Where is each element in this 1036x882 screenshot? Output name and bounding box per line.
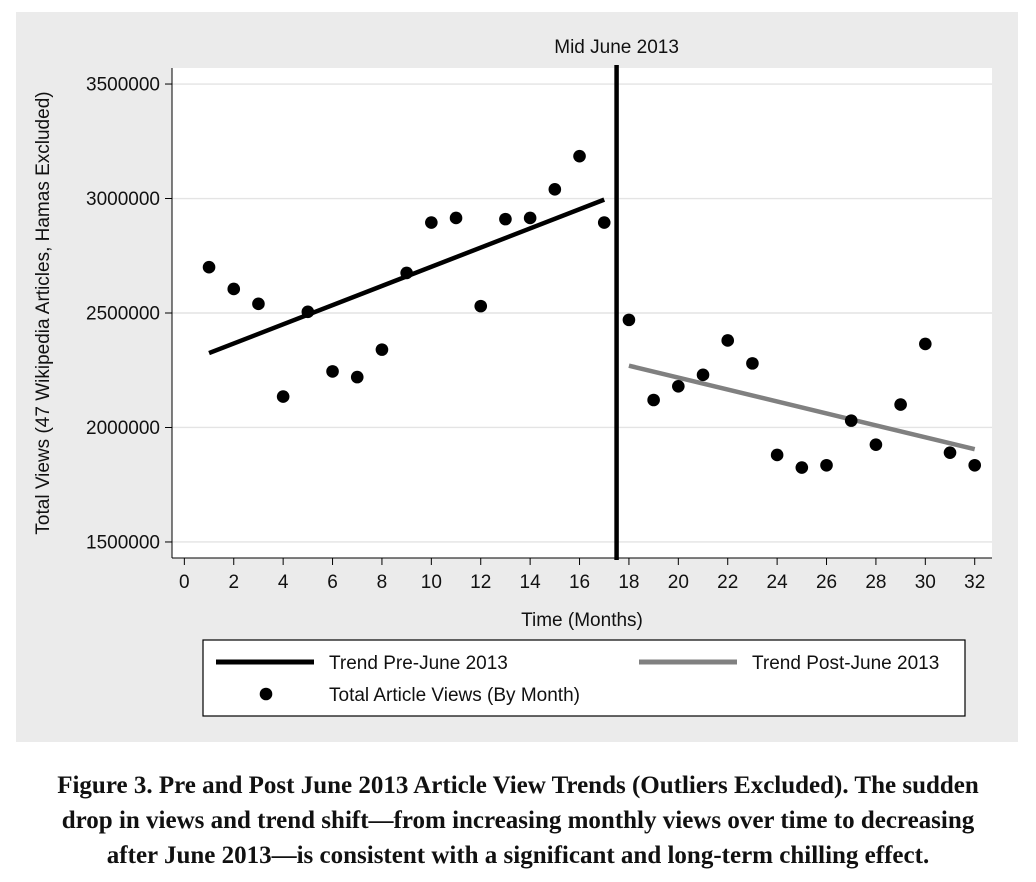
x-tick-label: 2 xyxy=(228,572,239,593)
trend-line-post-june-2013 xyxy=(628,363,976,452)
y-tick-label: 1500000 xyxy=(86,532,160,553)
data-point xyxy=(597,216,611,229)
data-point xyxy=(227,282,241,296)
data-point xyxy=(672,379,685,393)
data-point xyxy=(820,458,833,472)
data-point xyxy=(202,260,216,274)
x-axis-label: Time (Months) xyxy=(521,610,643,631)
x-tick-label: 22 xyxy=(717,572,738,593)
legend-label-pre-trend: Trend Pre-June 2013 xyxy=(329,653,508,674)
x-tick-label: 18 xyxy=(618,572,639,593)
x-tick-label: 24 xyxy=(767,572,789,593)
data-point xyxy=(499,212,512,226)
legend: Trend Pre-June 2013 Trend Post-June 2013 T… xyxy=(202,639,966,717)
legend-box xyxy=(202,639,966,717)
caption-line: after June 2013—is consistent with a sig… xyxy=(106,842,930,869)
data-point xyxy=(968,458,982,472)
x-tick-label: 8 xyxy=(377,572,388,593)
data-point xyxy=(746,357,759,370)
data-point xyxy=(647,393,660,407)
x-tick-label: 0 xyxy=(179,572,190,593)
data-point xyxy=(375,343,389,356)
caption-line: drop in views and trend shift—from incre… xyxy=(61,807,975,834)
data-point xyxy=(573,149,586,163)
data-point xyxy=(770,448,784,462)
data-point xyxy=(400,266,413,280)
data-point xyxy=(795,461,809,474)
x-tick-label: 4 xyxy=(278,572,289,593)
data-point xyxy=(449,211,463,225)
data-point xyxy=(844,414,858,427)
data-point xyxy=(943,446,957,459)
data-point xyxy=(350,370,364,384)
data-point xyxy=(894,398,907,411)
y-tick-label: 3500000 xyxy=(86,75,160,96)
data-point xyxy=(696,368,710,382)
data-point xyxy=(301,305,315,319)
data-point xyxy=(425,216,438,229)
data-marks: Mid June 2013 xyxy=(202,37,982,560)
data-point xyxy=(474,299,488,313)
y-tick-label: 2000000 xyxy=(86,418,160,439)
y-tick-label: 3000000 xyxy=(86,189,160,210)
x-tick-label: 10 xyxy=(421,572,442,593)
y-axis-label: Total Views (47 Wikipedia Articles, Hama… xyxy=(33,91,54,534)
data-point xyxy=(523,211,537,225)
data-point xyxy=(276,390,290,403)
x-tick-label: 32 xyxy=(964,572,985,593)
chart-panel: 1500000 2000000 2500000 3000000 3500000 0 2 4 6 8… xyxy=(16,12,1018,742)
x-tick-label: 14 xyxy=(520,572,542,593)
x-tick-label: 12 xyxy=(470,572,491,593)
x-tick-label: 28 xyxy=(865,572,886,593)
legend-label-article-views: Total Article Views (By Month) xyxy=(329,685,580,706)
x-tick-label: 16 xyxy=(569,572,590,593)
data-point xyxy=(919,337,932,351)
data-point xyxy=(548,183,562,196)
data-point xyxy=(869,438,883,451)
x-tick-label: 6 xyxy=(327,572,338,593)
mid-june-2013-label: Mid June 2013 xyxy=(554,37,679,58)
data-point xyxy=(326,365,339,378)
caption-line: Figure 3. Pre and Post June 2013 Article… xyxy=(57,772,979,799)
figure-caption: Figure 3. Pre and Post June 2013 Article… xyxy=(0,768,1036,873)
data-point xyxy=(252,297,265,311)
x-tick-label: 20 xyxy=(668,572,689,593)
data-point xyxy=(721,334,735,347)
legend-label-post-trend: Trend Post-June 2013 xyxy=(752,653,939,674)
data-point xyxy=(622,313,636,327)
legend-swatch-article-views xyxy=(259,687,273,701)
y-tick-label: 2500000 xyxy=(86,304,160,325)
x-tick-label: 26 xyxy=(816,572,837,593)
x-tick-label: 30 xyxy=(915,572,936,593)
